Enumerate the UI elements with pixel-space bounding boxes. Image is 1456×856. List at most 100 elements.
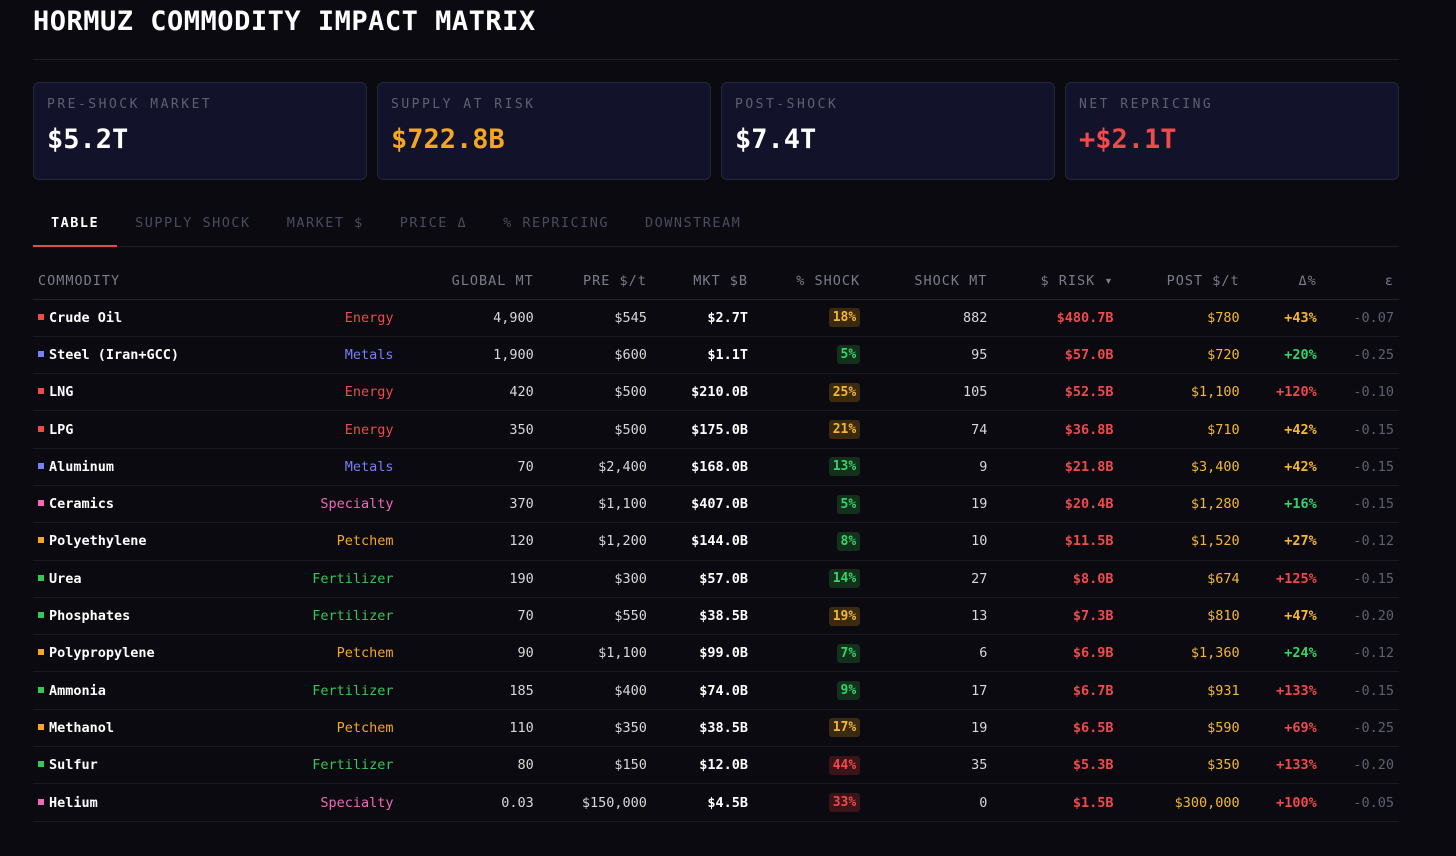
commodity-cell: Steel (Iran+GCC) xyxy=(33,336,214,375)
table-row[interactable]: Sulfur Fertilizer 80 $150 $12.0B 44% 35 $5.3B $3… xyxy=(33,746,1399,785)
dollar-risk-cell: $20.4B xyxy=(992,485,1119,524)
column-header-shock-mt[interactable]: SHOCK MT xyxy=(865,263,993,300)
sector-dot-icon xyxy=(38,649,44,656)
sector-cell: Energy xyxy=(213,410,399,449)
shock-badge: 17% xyxy=(828,718,861,738)
sector-dot-icon xyxy=(38,686,44,693)
table-row[interactable]: Polyethylene Petchem 120 $1,200 $144.0B 8% 10 $… xyxy=(33,522,1399,561)
sector-cell: Petchem xyxy=(213,709,399,748)
commodity-cell: Sulfur xyxy=(33,746,214,785)
pct-shock-cell: 18% xyxy=(753,299,866,337)
column-header-pct-shock[interactable]: % SHOCK xyxy=(753,263,866,300)
sector-dot-icon xyxy=(38,425,44,432)
column-header-delta-pct[interactable]: Δ% xyxy=(1244,263,1322,300)
column-header-global-mt[interactable]: GLOBAL MT xyxy=(398,263,539,300)
sector-cell: Petchem xyxy=(213,634,399,673)
delta-pct-cell: +47% xyxy=(1244,597,1322,636)
sector-cell: Energy xyxy=(213,373,399,412)
commodity-cell: Phosphates xyxy=(33,597,214,636)
table-row[interactable]: Steel (Iran+GCC) Metals 1,900 $600 $1.1T 5% 95… xyxy=(33,336,1399,375)
mkt-value-cell: $99.0B xyxy=(651,634,754,673)
shock-mt-cell: 74 xyxy=(865,410,993,449)
mkt-value-cell: $210.0B xyxy=(651,373,754,412)
delta-pct-cell: +42% xyxy=(1244,448,1322,486)
tab-price[interactable]: PRICE Δ xyxy=(399,215,468,231)
elasticity-cell: -0.25 xyxy=(1321,336,1399,375)
table-row[interactable]: Urea Fertilizer 190 $300 $57.0B 14% 27 $8.0B $67… xyxy=(33,560,1399,598)
elasticity-cell: -0.20 xyxy=(1321,597,1399,636)
shock-badge: 14% xyxy=(828,569,861,589)
delta-pct-cell: +43% xyxy=(1244,299,1322,337)
mkt-value-cell: $144.0B xyxy=(651,522,754,561)
tab-supply-shock[interactable]: SUPPLY SHOCK xyxy=(135,215,251,231)
tab-repricing[interactable]: % REPRICING xyxy=(503,215,610,231)
shock-badge: 25% xyxy=(828,382,861,402)
sector-dot-icon xyxy=(38,574,44,581)
pre-price-cell: $550 xyxy=(538,597,652,636)
pre-price-cell: $400 xyxy=(538,671,652,710)
table-row[interactable]: Helium Specialty 0.03 $150,000 $4.5B 33% 0 $1.5… xyxy=(33,783,1399,822)
column-header-sector[interactable] xyxy=(213,263,399,300)
pct-shock-cell: 14% xyxy=(753,560,866,598)
table-row[interactable]: Crude Oil Energy 4,900 $545 $2.7T 18% 882 $480.… xyxy=(33,299,1399,337)
shock-badge: 13% xyxy=(828,457,861,477)
column-header-pre-price[interactable]: PRE $/t xyxy=(538,263,652,300)
commodity-cell: Helium xyxy=(33,783,214,822)
global-mt-cell: 110 xyxy=(398,709,539,748)
delta-pct-cell: +16% xyxy=(1244,485,1322,524)
sector-dot-icon xyxy=(38,761,44,768)
summary-card-value: +$2.1T xyxy=(1079,124,1177,155)
table-row[interactable]: Polypropylene Petchem 90 $1,100 $99.0B 7% 6 $6.… xyxy=(33,634,1399,673)
tab-downstream[interactable]: DOWNSTREAM xyxy=(645,215,742,231)
table-row[interactable]: Aluminum Metals 70 $2,400 $168.0B 13% 9 $21.8B $… xyxy=(33,448,1399,486)
summary-card-label: POST-SHOCK xyxy=(735,97,839,112)
tab-table[interactable]: TABLE xyxy=(33,204,118,247)
elasticity-cell: -0.15 xyxy=(1321,560,1399,598)
view-tabs: TABLE SUPPLY SHOCK MARKET $ PRICE Δ % REPRIC… xyxy=(33,204,1399,247)
shock-badge: 5% xyxy=(836,345,861,365)
post-price-cell: $780 xyxy=(1118,299,1245,337)
column-header-mkt-value[interactable]: MKT $B xyxy=(651,263,754,300)
commodity-cell: Ceramics xyxy=(33,485,214,524)
elasticity-cell: -0.15 xyxy=(1321,448,1399,486)
sector-cell: Specialty xyxy=(213,783,399,822)
pre-price-cell: $150,000 xyxy=(538,783,652,822)
commodity-cell: LPG xyxy=(33,410,214,449)
table-row[interactable]: LNG Energy 420 $500 $210.0B 25% 105 $52.5B $1,10… xyxy=(33,373,1399,412)
mkt-value-cell: $57.0B xyxy=(651,560,754,598)
table-row[interactable]: LPG Energy 350 $500 $175.0B 21% 74 $36.8B $710 +4… xyxy=(33,410,1399,449)
column-header-elasticity[interactable]: ε xyxy=(1321,263,1399,300)
commodity-cell: LNG xyxy=(33,373,214,412)
pre-price-cell: $350 xyxy=(538,709,652,748)
column-header-commodity[interactable]: COMMODITY xyxy=(33,263,214,300)
mkt-value-cell: $168.0B xyxy=(651,448,754,486)
shock-mt-cell: 95 xyxy=(865,336,993,375)
tab-market[interactable]: MARKET $ xyxy=(286,215,364,231)
pre-price-cell: $150 xyxy=(538,746,652,785)
pct-shock-cell: 25% xyxy=(753,373,866,412)
dollar-risk-cell: $57.0B xyxy=(992,336,1119,375)
dollar-risk-cell: $21.8B xyxy=(992,448,1119,486)
global-mt-cell: 80 xyxy=(398,746,539,785)
table-row[interactable]: Phosphates Fertilizer 70 $550 $38.5B 19% 13 $7.… xyxy=(33,597,1399,636)
column-header-dollar-risk[interactable]: $ RISK ▾ xyxy=(992,263,1119,300)
shock-badge: 5% xyxy=(836,494,861,514)
mkt-value-cell: $12.0B xyxy=(651,746,754,785)
table-row[interactable]: Methanol Petchem 110 $350 $38.5B 17% 19 $6.5B $5… xyxy=(33,709,1399,748)
sector-dot-icon xyxy=(38,350,44,357)
pct-shock-cell: 21% xyxy=(753,410,866,449)
shock-badge: 21% xyxy=(828,420,861,440)
pct-shock-cell: 13% xyxy=(753,448,866,486)
elasticity-cell: -0.15 xyxy=(1321,485,1399,524)
dollar-risk-cell: $1.5B xyxy=(992,783,1119,822)
commodity-table: COMMODITY GLOBAL MT PRE $/t MKT $B% SHOCK SH… xyxy=(33,263,1399,822)
dollar-risk-cell: $6.5B xyxy=(992,709,1119,748)
table-row[interactable]: Ceramics Specialty 370 $1,100 $407.0B 5% 19 $20… xyxy=(33,485,1399,524)
table-row[interactable]: Ammonia Fertilizer 185 $400 $74.0B 9% 17 $6.7B $… xyxy=(33,671,1399,710)
pre-price-cell: $300 xyxy=(538,560,652,598)
mkt-value-cell: $175.0B xyxy=(651,410,754,449)
dollar-risk-cell: $6.7B xyxy=(992,671,1119,710)
shock-mt-cell: 10 xyxy=(865,522,993,561)
column-header-post-price[interactable]: POST $/t xyxy=(1118,263,1245,300)
commodity-cell: Polypropylene xyxy=(33,634,214,673)
